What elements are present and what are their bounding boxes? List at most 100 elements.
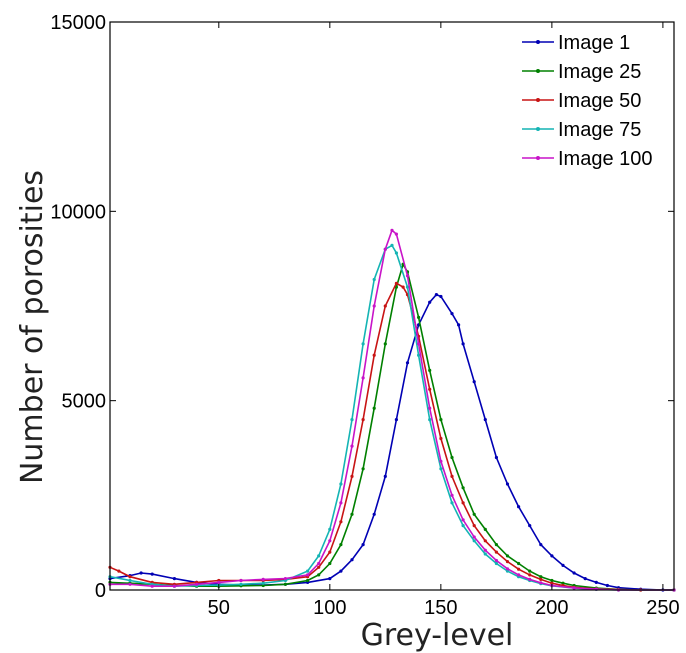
data-point: [390, 228, 394, 232]
data-point: [428, 387, 432, 391]
data-point: [472, 524, 476, 528]
x-tick-label: 250: [646, 597, 679, 619]
data-point: [439, 294, 443, 299]
series-5: [108, 228, 676, 592]
data-point: [172, 577, 176, 581]
data-point: [128, 582, 132, 586]
data-point: [461, 524, 465, 528]
data-point: [483, 418, 487, 422]
x-tick-label: 100: [313, 597, 346, 619]
data-point: [372, 304, 376, 308]
data-point: [128, 575, 132, 579]
data-point: [328, 561, 332, 566]
data-point: [517, 567, 521, 571]
data-point: [317, 573, 321, 577]
series-line: [109, 282, 674, 591]
data-point: [394, 251, 398, 255]
data-point: [139, 571, 143, 575]
data-point: [150, 584, 154, 588]
legend-label: Image 75: [558, 119, 641, 141]
data-point: [494, 550, 498, 554]
data-point: [401, 285, 405, 289]
legend-marker: [536, 98, 540, 102]
data-point: [306, 578, 310, 583]
data-point: [239, 578, 243, 583]
data-point: [339, 520, 343, 524]
legend-label: Image 50: [558, 90, 641, 112]
data-point: [317, 565, 321, 569]
data-point: [283, 577, 287, 581]
x-axis-label: Grey-level: [361, 618, 514, 653]
data-point: [428, 406, 432, 410]
data-point: [450, 493, 454, 497]
data-point: [517, 561, 521, 566]
data-point: [539, 577, 543, 582]
data-point: [372, 406, 376, 410]
data-point: [217, 580, 221, 585]
data-point: [450, 455, 454, 460]
data-point: [361, 376, 365, 380]
data-point: [317, 554, 321, 558]
data-point: [383, 342, 387, 346]
data-point: [550, 581, 554, 585]
data-point: [483, 539, 487, 543]
data-point: [528, 569, 532, 573]
data-point: [439, 418, 443, 422]
data-point: [394, 232, 398, 236]
data-point: [339, 482, 343, 486]
data-point: [261, 583, 265, 588]
y-axis-label: Number of porosities: [15, 170, 50, 484]
data-point: [505, 567, 510, 571]
legend-label: Image 1: [558, 32, 630, 54]
data-point: [306, 573, 310, 577]
data-point: [372, 353, 376, 357]
data-point: [461, 501, 465, 505]
data-point: [434, 293, 438, 297]
data-point: [350, 474, 354, 478]
data-point: [450, 474, 454, 478]
data-point: [339, 569, 343, 573]
data-point: [383, 304, 387, 308]
data-point: [472, 380, 476, 384]
data-point: [439, 459, 443, 463]
data-point: [261, 577, 265, 582]
data-point: [405, 274, 410, 278]
data-point: [128, 578, 132, 583]
data-point: [417, 342, 421, 346]
data-point: [561, 581, 565, 585]
data-point: [328, 577, 332, 581]
data-point: [350, 418, 354, 422]
data-point: [361, 467, 365, 471]
legend-marker: [536, 127, 540, 131]
data-point: [457, 323, 461, 327]
y-tick-label: 15000: [50, 12, 106, 34]
legend-item-5: Image 100: [522, 148, 653, 170]
y-tick-label: 0: [95, 580, 106, 602]
data-point: [117, 569, 121, 573]
data-point: [461, 518, 465, 522]
legend-label: Image 25: [558, 61, 641, 83]
data-point: [261, 581, 265, 585]
y-tick-label: 5000: [62, 391, 107, 413]
data-point: [350, 444, 354, 448]
data-point: [283, 582, 287, 586]
data-point: [361, 342, 365, 346]
data-point: [439, 467, 443, 471]
data-point: [505, 569, 510, 573]
data-point: [550, 578, 554, 583]
data-point: [328, 539, 332, 543]
data-point: [390, 243, 394, 247]
data-point: [450, 312, 454, 316]
data-point: [317, 561, 321, 566]
data-point: [494, 558, 498, 563]
data-point: [539, 575, 543, 579]
data-point: [383, 247, 387, 251]
data-point: [539, 581, 543, 585]
data-point: [483, 548, 487, 552]
data-point: [494, 561, 498, 566]
data-point: [350, 512, 354, 516]
data-point: [172, 584, 176, 588]
plot-frame: [109, 21, 675, 591]
data-point: [372, 512, 376, 516]
legend: Image 1 Image 25 Image 50 Image 75 Image 100: [522, 32, 653, 170]
